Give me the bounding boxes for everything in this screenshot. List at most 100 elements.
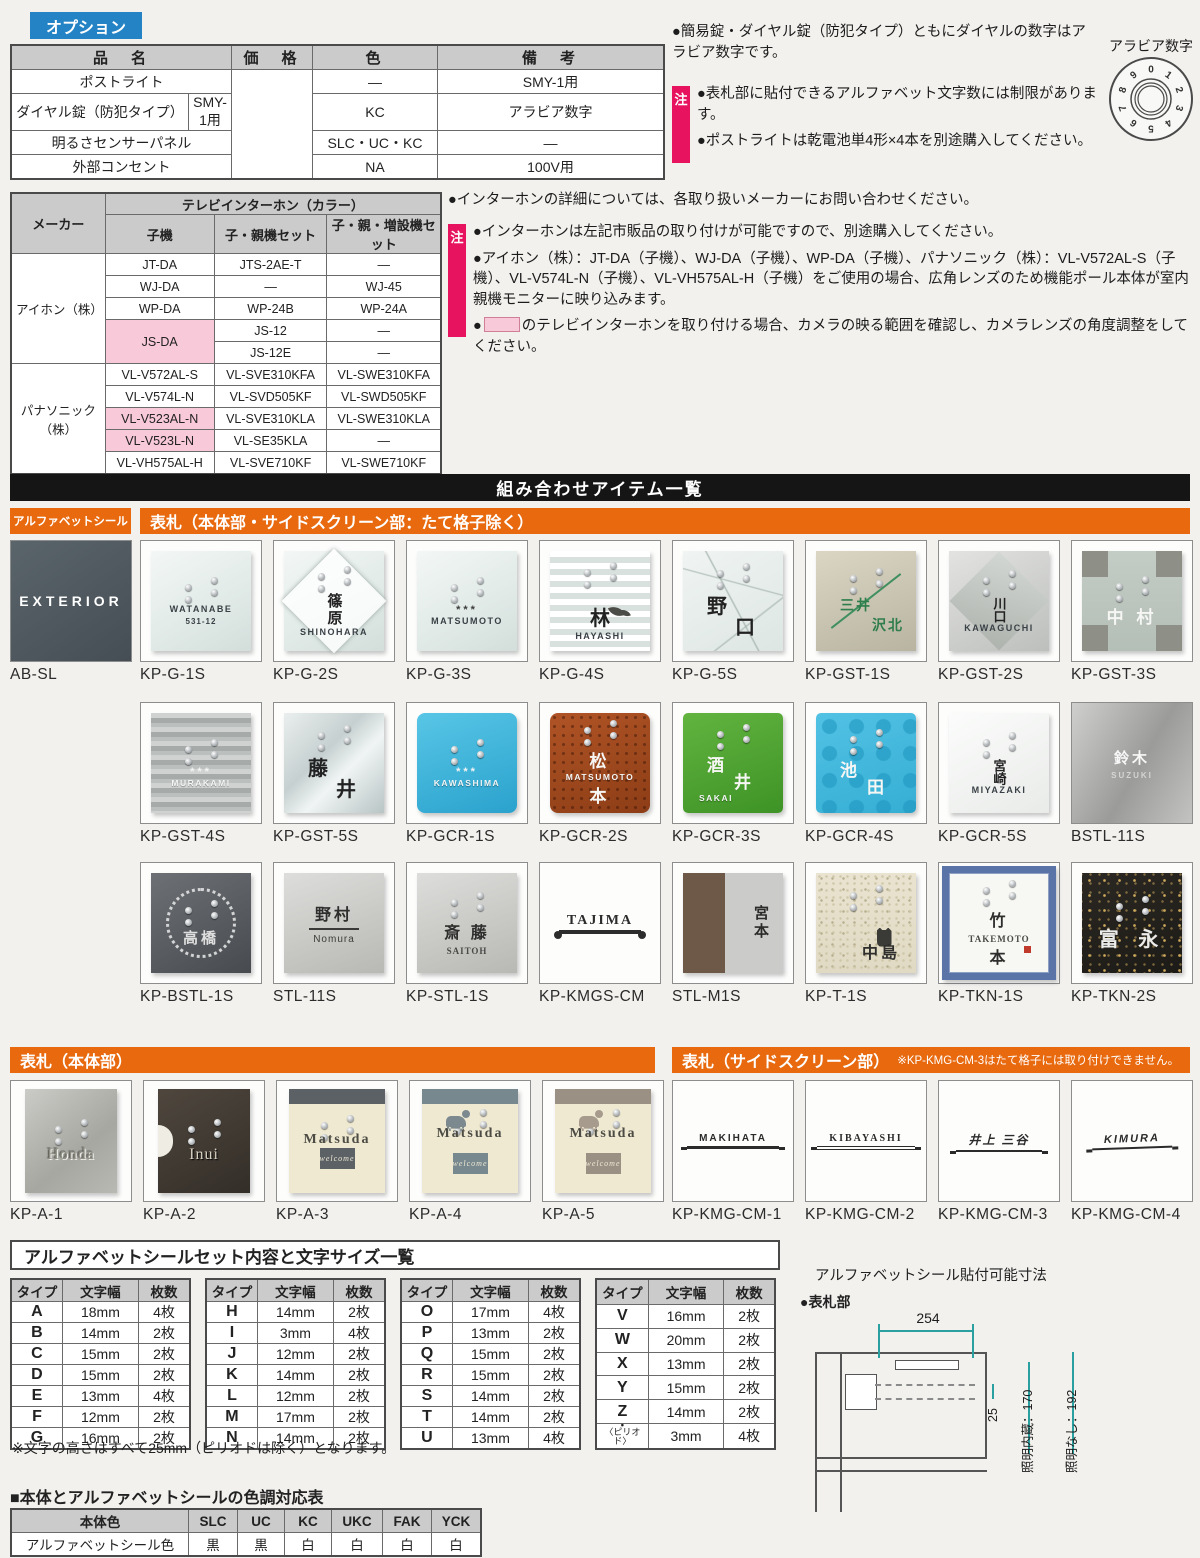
cell-type: A [10, 1301, 63, 1323]
dim-label-192: 照明なし：192 [1065, 1389, 1079, 1473]
mounting-pin-icon [184, 918, 192, 926]
cell-count: 2枚 [332, 1364, 386, 1386]
nameplate-kp-gst-3s: 中 村 [1082, 551, 1182, 651]
section-header-alphabet-seal: アルファベットシール [10, 508, 131, 534]
color-map-title: ■本体とアルファベットシールの色調対応表 [10, 1490, 324, 1507]
nameplate-ab-sl: EXTERIOR [11, 541, 131, 661]
svg-text:2: 2 [1172, 86, 1184, 95]
product-photo: Matsuda welcome [542, 1080, 664, 1202]
mounting-pin-icon [982, 751, 990, 758]
plate-text: MAKIHATA [681, 1133, 785, 1150]
cell-note: — [437, 130, 665, 155]
plate-text: Honda [47, 1146, 95, 1163]
option-badge-label: オプション [45, 19, 126, 37]
mounting-pin-icon [320, 1133, 328, 1141]
note-text: ●ポストライトは乾電池単4形×4本を別途購入してください。 [697, 133, 1092, 150]
cell-width: 14mm [256, 1364, 334, 1386]
cell-model: — [326, 429, 442, 452]
cell-model: VL-V572AL-S [104, 363, 215, 386]
plate-text: 高橋 [182, 929, 219, 947]
plate-text: 林 [590, 608, 610, 630]
cell-type: T [400, 1406, 453, 1428]
table-row: F 12mm 2枚 [10, 1406, 191, 1428]
table-row: L 12mm 2枚 [205, 1385, 386, 1407]
mounting-pin-icon [1008, 570, 1016, 577]
product-tile: 川口 KAWAGUCHI KP-GST-2S [938, 540, 1060, 684]
plate-text: TAKEMOTO [968, 933, 1030, 944]
size-list-title-box: アルファベットシールセット内容と文字サイズ一覧 [10, 1240, 780, 1270]
cell-width: 14mm [451, 1406, 529, 1428]
mounting-pin-icon [742, 736, 750, 743]
cell-count: 2枚 [137, 1322, 191, 1344]
table-row: B 14mm 2枚 [10, 1322, 191, 1344]
dim-label-170: 照明内蔵：170 [1021, 1389, 1035, 1473]
mounting-pin-icon [609, 732, 617, 739]
mounting-pin-icon [1141, 587, 1149, 595]
product-code: KP-KMG-CM-3 [938, 1206, 1048, 1223]
plate-text: 井上 三谷 [950, 1131, 1048, 1154]
section-label: 表札（サイドスクリーン部） [682, 1054, 890, 1071]
mounting-pin-icon [875, 568, 883, 575]
cell-count: 4枚 [137, 1385, 191, 1407]
mounting-pin-icon [1008, 879, 1016, 887]
plate-text: 宮本 [752, 905, 769, 941]
nameplate-kp-g-5s: 野口 [683, 551, 783, 651]
nameplate-kp-gst-4s: *** MURAKAMI [151, 713, 251, 813]
dog-icon [446, 1110, 470, 1127]
diagram-line [815, 1352, 987, 1354]
table-row: P 13mm 2枚 [400, 1322, 581, 1344]
product-tile: 中島 KP-T-1S [805, 862, 927, 1006]
product-code: KP-GST-5S [273, 828, 359, 845]
table-row: H 14mm 2枚 [205, 1301, 386, 1323]
mounting-pin-icon [716, 731, 724, 738]
mounting-pin-icon [320, 1121, 328, 1129]
plate-text: Inui [189, 1146, 219, 1163]
mounting-pin-icon [54, 1126, 62, 1133]
combo-title-bar: 組み合わせアイテム一覧 [10, 474, 1190, 501]
nameplate-kp-bstl-1s: 高橋 [151, 873, 251, 973]
product-code: KP-KMG-CM-1 [672, 1206, 782, 1223]
intercom-note: ●インターホンの詳細については、各取り扱いメーカーにお問い合わせください。 [448, 190, 1190, 217]
mounting-pin-icon [450, 746, 458, 753]
svg-text:4: 4 [1162, 116, 1173, 128]
cell-width: 14mm [647, 1399, 725, 1424]
mounting-pin-icon [80, 1131, 88, 1138]
intercom-box [845, 1374, 877, 1410]
mounting-pin-icon [742, 724, 750, 731]
nameplate-kp-g-2s: 篠原 SHINOHARA [284, 551, 384, 651]
product-code: KP-GCR-3S [672, 828, 761, 845]
product-photo: 林 HAYASHI [539, 540, 661, 662]
nameplate-kp-a-3: Matsuda welcome [289, 1089, 385, 1193]
svg-text:1: 1 [1163, 69, 1174, 81]
dashed-line [875, 1384, 975, 1386]
mounting-pin-icon [450, 910, 458, 918]
table-row: S 14mm 2枚 [400, 1385, 581, 1407]
note-text: ● のテレビインターホンを取り付ける場合、カメラの映る範囲を確認し、カメラレンズの… [473, 316, 1191, 357]
nameplate-kp-stl-1s: 斎 藤 SAITOH [417, 873, 517, 973]
mounting-pin-icon [476, 739, 484, 746]
cell-count: 4枚 [527, 1427, 581, 1450]
product-code: KP-A-4 [409, 1206, 462, 1223]
cell-note: SMY-1用 [437, 69, 665, 94]
cell-width: 13mm [451, 1322, 529, 1344]
cell-width: 3mm [647, 1422, 725, 1450]
cell-width: 12mm [256, 1343, 334, 1365]
product-tile: 井上 三谷 KP-KMG-CM-3 [938, 1080, 1060, 1224]
mounting-pin-icon [1141, 907, 1149, 915]
mounting-pin-icon [184, 584, 192, 591]
alphabet-seal-tile-slot: EXTERIOR AB-SL [10, 540, 132, 684]
table-row: N 14mm 2枚 [205, 1427, 386, 1450]
nameplate-kp-kmg-cm-1: MAKIHATA [681, 1091, 785, 1191]
col-header: タイプ [400, 1278, 453, 1302]
cell-width: 15mm [451, 1364, 529, 1386]
product-photo: 斎 藤 SAITOH [406, 862, 528, 984]
table-row: ポストライト — SMY-1用 [10, 69, 665, 180]
plate-text: 藤 [308, 758, 328, 780]
cell-width: 15mm [647, 1375, 725, 1401]
product-code: KP-GST-3S [1071, 666, 1157, 683]
mounting-pin-icon [210, 751, 218, 758]
product-photo: KIBAYASHI [805, 1080, 927, 1202]
mounting-pin-icon [210, 899, 218, 907]
plate-text: 松 [589, 752, 611, 771]
product-tile: Honda KP-A-1 [10, 1080, 132, 1224]
